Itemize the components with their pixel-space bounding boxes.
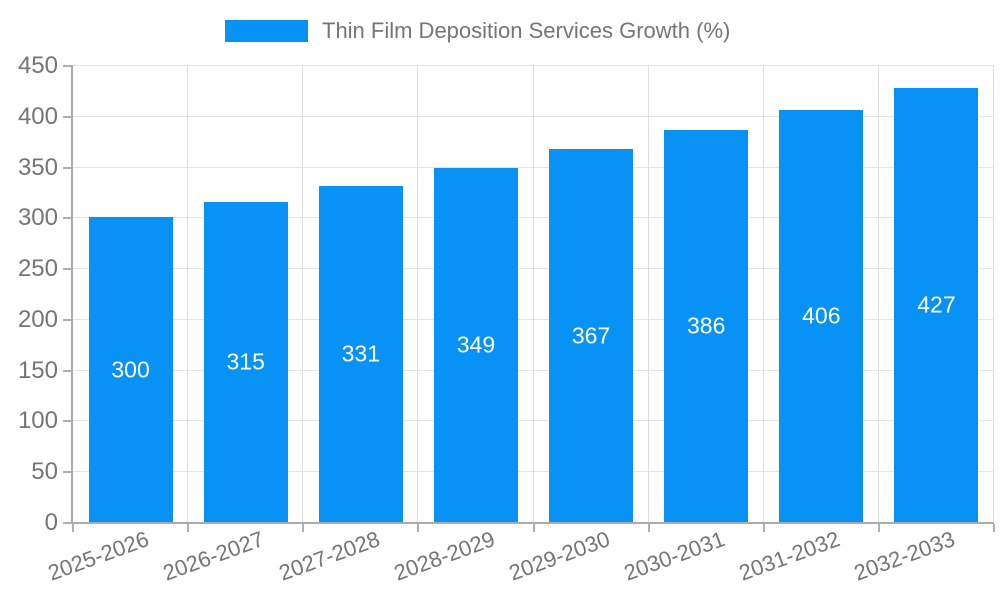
x-axis-category-label: 2027-2028 [275,526,383,586]
x-axis-tick [648,524,650,532]
plot-area: 300 315 331 349 367 386 406 427 [73,65,994,522]
vertical-gridline [878,65,879,522]
bar: 367 [549,149,634,522]
x-axis-line [71,522,994,524]
y-axis-tick-label: 100 [17,407,58,435]
x-axis-tick [72,524,74,532]
legend-swatch [225,20,308,42]
legend: Thin Film Deposition Services Growth (%) [225,18,730,44]
bar-value-label: 406 [802,302,841,329]
y-axis-tick-label: 400 [17,102,58,130]
y-axis-tick-label: 350 [17,153,58,181]
y-axis-tick [63,65,71,67]
x-axis-category-label: 2025-2026 [45,526,153,586]
y-axis-tick-label: 300 [17,204,58,232]
bar-value-label: 386 [686,312,726,339]
legend-label: Thin Film Deposition Services Growth (%) [322,18,731,43]
x-axis-tick [763,524,765,532]
y-axis-tick-label: 0 [44,509,58,536]
bar: 406 [779,109,864,522]
x-axis-tick [187,524,189,532]
y-axis-tick [63,471,71,474]
bar-value-label: 349 [456,331,496,358]
x-axis-tick [993,524,995,532]
x-axis-tick [417,524,419,532]
y-axis-tick [63,115,71,118]
bar: 349 [433,167,518,522]
y-axis-tick [63,420,71,423]
x-axis-tick [302,524,304,532]
bar-value-label: 300 [111,356,150,383]
bar-value-label: 367 [571,322,611,349]
y-axis-tick-label: 150 [17,356,58,384]
y-axis-tick-label: 200 [17,305,58,333]
y-axis-tick [63,522,71,524]
x-axis-category-label: 2026-2027 [160,526,268,586]
bar-value-label: 427 [917,291,956,318]
vertical-gridline [187,65,188,522]
y-axis-tick-label: 50 [31,458,58,486]
vertical-gridline [302,65,303,522]
x-axis-category-label: 2029-2030 [505,526,613,586]
vertical-gridline [417,65,418,522]
bar: 300 [88,217,173,522]
bar-value-label: 331 [341,340,380,367]
vertical-gridline [648,65,649,522]
vertical-gridline [763,65,764,522]
bar-value-label: 315 [226,348,265,375]
bar: 315 [203,202,288,522]
x-axis-tick [533,524,535,532]
x-axis-category-label: 2028-2029 [390,526,498,586]
x-axis-category-label: 2030-2031 [620,526,729,586]
x-axis-category-label: 2031-2032 [735,526,844,586]
y-axis-tick [63,369,71,372]
y-axis-tick-label: 450 [17,52,58,79]
bar: 331 [318,185,403,522]
y-axis-tick [63,166,71,169]
vertical-gridline [993,65,994,522]
x-axis-tick [878,524,880,532]
bar: 427 [894,88,979,522]
y-axis-tick [63,268,71,271]
y-axis-tick-label: 250 [17,255,58,283]
y-axis-line [71,65,73,524]
vertical-gridline [533,65,534,522]
y-axis-tick [63,217,71,220]
y-axis-tick [63,318,71,321]
bar: 386 [664,130,749,522]
x-axis-category-label: 2032-2033 [850,526,959,586]
